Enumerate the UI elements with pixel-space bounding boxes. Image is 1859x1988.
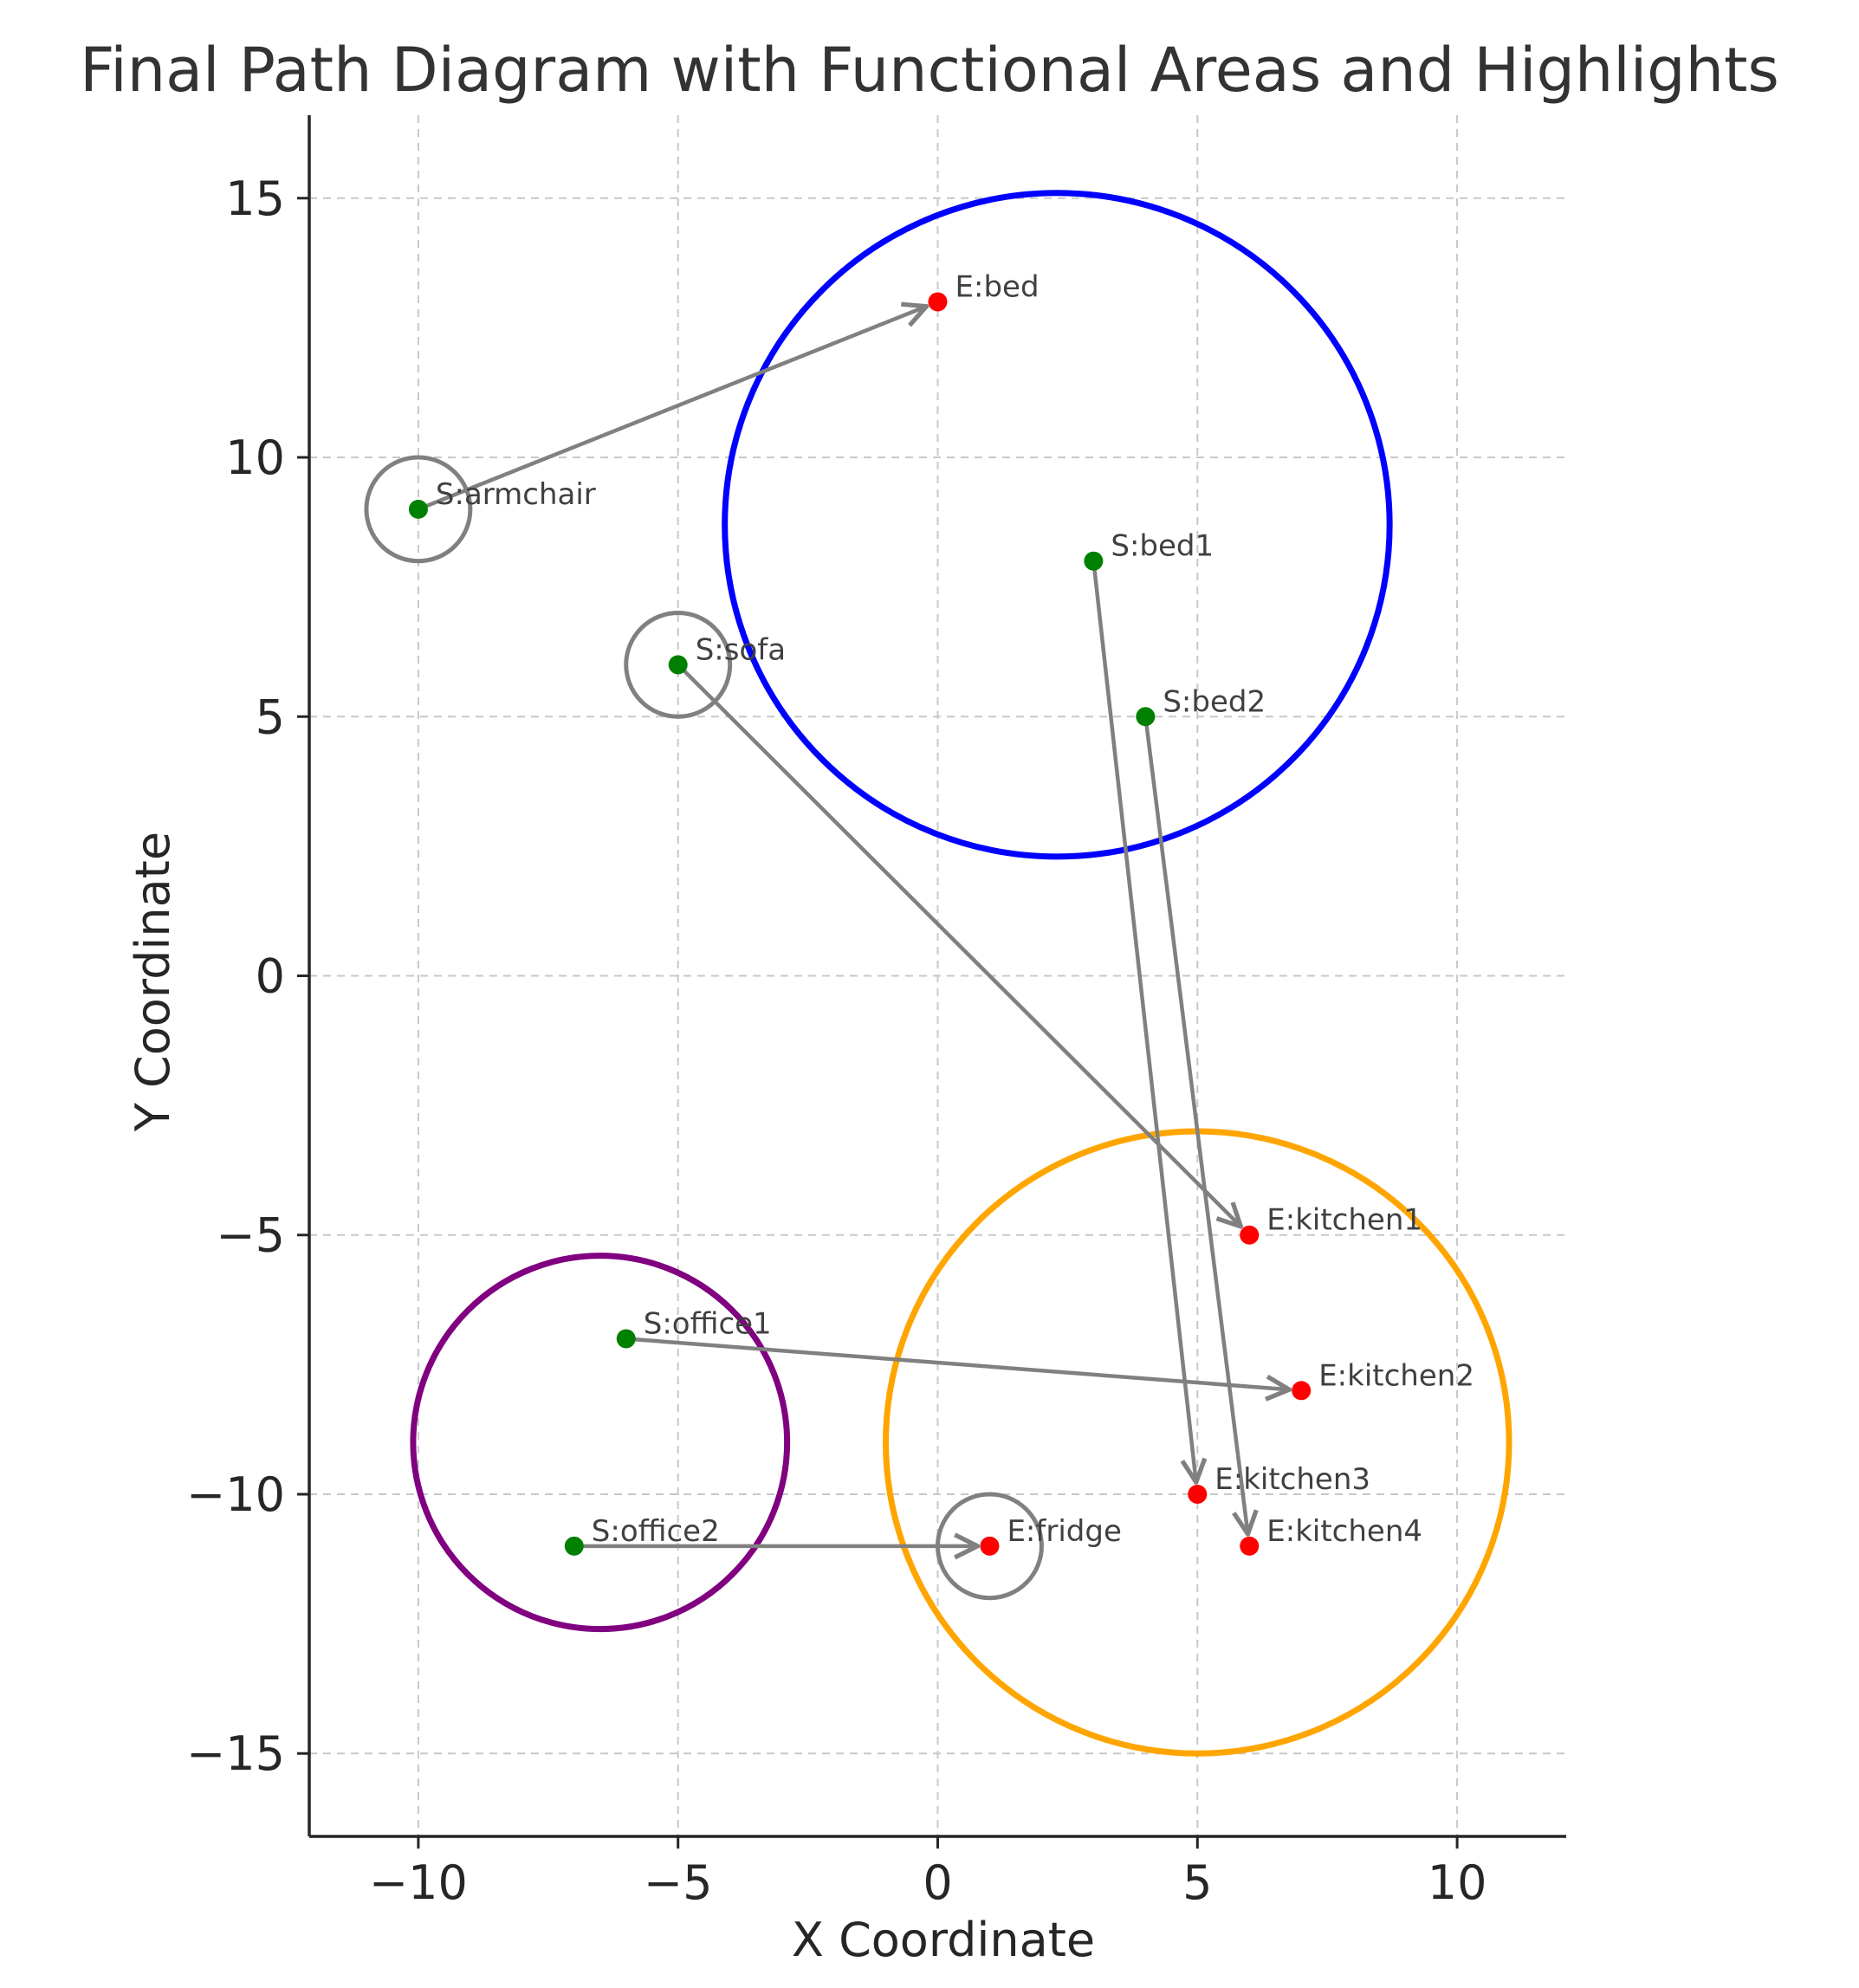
- y-tick-label: 15: [225, 172, 285, 226]
- start-point-label: S:armchair: [436, 477, 596, 512]
- end-point-label: E:fridge: [1007, 1514, 1121, 1549]
- end-point: [1240, 1225, 1260, 1245]
- start-point: [668, 655, 688, 675]
- grid: [309, 115, 1566, 1836]
- start-point-label: S:office2: [592, 1514, 720, 1549]
- x-axis-label: X Coordinate: [792, 1913, 1095, 1967]
- start-point-label: S:sofa: [696, 632, 786, 667]
- x-tick-label: 10: [1428, 1855, 1487, 1910]
- path-arrow: [625, 1337, 1290, 1389]
- end-point: [1292, 1381, 1312, 1401]
- end-point: [980, 1536, 1000, 1556]
- y-tick-label: 5: [256, 690, 285, 744]
- x-tick-label: 5: [1182, 1855, 1212, 1910]
- chart-title: Final Path Diagram with Functional Areas…: [80, 35, 1779, 106]
- axes: −10 −5 0 5 10 15 10 5 0 −5 −10 −15: [186, 115, 1566, 1910]
- start-point: [408, 499, 428, 519]
- end-point: [928, 292, 948, 312]
- y-tick-label: −5: [216, 1208, 285, 1263]
- path-arrow: [1143, 716, 1247, 1534]
- path-arrow: [418, 307, 927, 511]
- start-point-label: S:office1: [644, 1306, 772, 1341]
- start-point-label: S:bed2: [1163, 684, 1266, 719]
- sofa-highlight: [624, 611, 733, 719]
- y-axis-label: Y Coordinate: [126, 832, 180, 1132]
- paths: [418, 307, 1289, 1546]
- x-tick-label: −5: [644, 1855, 713, 1910]
- x-tick-label: 0: [923, 1855, 952, 1910]
- armchair-highlight: [364, 455, 473, 564]
- points: S:armchair S:bed1 S:sofa S:bed2 S:office1 S:o…: [408, 269, 1474, 1556]
- y-tick-label: −10: [186, 1467, 285, 1522]
- y-tick-label: 0: [256, 949, 285, 1004]
- start-point-label: S:bed1: [1111, 529, 1214, 564]
- start-point: [616, 1329, 636, 1349]
- end-point-label: E:kitchen4: [1266, 1514, 1422, 1549]
- start-point: [564, 1536, 584, 1556]
- x-tick-label: −10: [369, 1855, 468, 1910]
- end-point: [1188, 1484, 1208, 1504]
- y-tick-label: −15: [186, 1726, 285, 1781]
- start-point: [1084, 551, 1104, 571]
- end-point-label: E:kitchen1: [1266, 1203, 1422, 1238]
- end-point: [1240, 1536, 1260, 1556]
- end-point-label: E:kitchen3: [1215, 1462, 1370, 1497]
- bedroom-area: [722, 190, 1393, 860]
- end-point-label: E:bed: [955, 269, 1040, 304]
- end-point-label: E:kitchen2: [1318, 1358, 1474, 1393]
- y-tick-label: 10: [225, 431, 285, 485]
- start-point: [1136, 707, 1156, 727]
- path-arrow: [677, 663, 1241, 1226]
- office-area: [410, 1253, 791, 1633]
- path-arrow: [1091, 560, 1195, 1482]
